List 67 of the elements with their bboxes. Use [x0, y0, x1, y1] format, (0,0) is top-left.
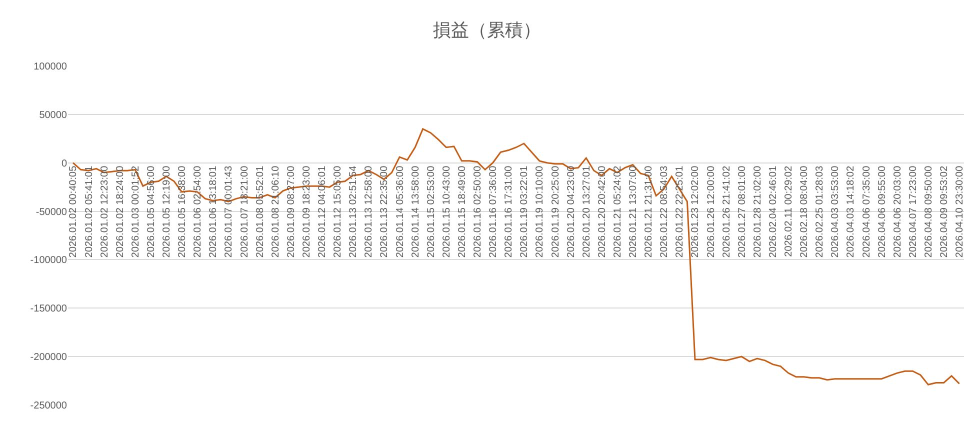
x-tick-label: 2026.01.21 13:07:00 — [628, 165, 640, 258]
x-tick-label: 2026.01.21 21:31:00 — [644, 165, 655, 258]
x-tick-label: 2026.04.06 07:35:00 — [861, 165, 872, 258]
x-tick-label: 2026.01.20 13:27:01 — [581, 165, 592, 258]
x-tick-label: 2026.04.06 20:03:00 — [892, 165, 904, 258]
x-tick-label: 2026.01.28 21:02:00 — [752, 165, 764, 258]
x-tick-label: 2026.01.26 12:00:00 — [706, 165, 717, 258]
x-tick-label: 2026.04.03 14:18:02 — [846, 165, 857, 258]
y-tick-label: 100000 — [34, 62, 68, 72]
x-tick-label: 2026.01.16 02:50:00 — [472, 165, 484, 258]
x-tick-label: 2026.01.06 13:18:01 — [208, 165, 220, 258]
x-tick-label: 2026.01.05 04:56:00 — [146, 165, 157, 258]
x-tick-label: 2026.04.03 03:53:00 — [830, 165, 842, 258]
x-tick-label: 2026.01.15 10:43:00 — [441, 165, 452, 258]
x-tick-label: 2026.01.05 12:19:00 — [162, 165, 173, 258]
x-tick-label: 2026.01.06 02:54:00 — [192, 165, 204, 258]
x-tick-label: 2026.02.25 01:28:03 — [814, 165, 826, 258]
x-tick-label: 2026.01.15 02:53:00 — [426, 165, 437, 258]
x-tick-label: 2026.01.02 00:40:05 — [68, 165, 80, 258]
x-tick-label: 2026.02.18 08:04:00 — [799, 165, 810, 258]
x-tick-label: 2026.01.13 22:35:00 — [379, 165, 390, 258]
x-tick-label: 2026.02.11 00:29:02 — [784, 165, 795, 257]
y-tick-label: 50000 — [39, 110, 68, 121]
x-tick-label: 2026.01.13 02:51:54 — [348, 165, 360, 258]
x-tick-label: 2026.01.19 20:25:00 — [550, 165, 562, 258]
x-tick-label: 2026.01.16 07:36:00 — [488, 165, 500, 258]
x-tick-label: 2026.01.02 18:24:00 — [114, 165, 126, 258]
x-tick-label: 2026.01.12 04:06:01 — [317, 165, 328, 258]
x-tick-label: 2026.01.20 20:42:00 — [596, 165, 608, 258]
y-tick-label: -200000 — [30, 352, 68, 364]
y-tick-label: -100000 — [30, 255, 68, 266]
x-tick-label: 2026.01.26 21:41:02 — [721, 165, 732, 258]
x-tick-label: 2026.01.03 00:01:52 — [130, 165, 142, 258]
x-tick-label: 2026.01.19 10:10:00 — [534, 165, 546, 258]
x-tick-label: 2026.01.15 18:49:00 — [456, 165, 468, 258]
y-tick-label: 0 — [61, 158, 68, 170]
x-tick-label: 2026.01.08 21:06:10 — [270, 165, 282, 258]
x-tick-label: 2026.01.20 04:23:00 — [566, 165, 577, 258]
x-tick-label: 2026.04.09 09:53:02 — [939, 165, 950, 258]
x-tick-label: 2026.01.07 00:01:43 — [224, 165, 235, 258]
x-tick-label: 2026.01.12 15:05:00 — [332, 165, 344, 258]
x-tick-label: 2026.01.09 18:23:00 — [301, 165, 312, 258]
x-tick-label: 2026.01.05 16:38:00 — [177, 165, 188, 258]
x-tick-label: 2026.01.27 08:01:00 — [736, 165, 748, 258]
x-tick-label: 2026.04.07 17:23:00 — [908, 165, 919, 258]
x-tick-label: 2026.01.16 17:31:00 — [504, 165, 515, 258]
x-tick-label: 2026.01.23 12:02:00 — [690, 165, 702, 258]
x-tick-label: 2026.01.14 05:36:00 — [394, 165, 406, 258]
x-tick-label: 2026.01.13 12:58:00 — [364, 165, 375, 258]
y-tick-label: -50000 — [36, 206, 68, 218]
chart-title: 損益（累積） — [433, 20, 541, 40]
y-tick-label: -150000 — [30, 304, 68, 315]
x-tick-label: 2026.01.22 08:54:03 — [659, 165, 670, 258]
x-tick-label: 2026.01.07 18:21:00 — [239, 165, 250, 258]
x-tick-label: 2026.01.09 08:27:00 — [286, 165, 297, 258]
x-tick-label: 2026.01.19 03:22:01 — [519, 165, 530, 258]
x-tick-label: 2026.01.21 05:24:02 — [612, 165, 624, 258]
x-tick-label: 2026.01.14 13:58:00 — [410, 165, 422, 258]
x-tick-label: 2026.01.02 05:41:01 — [84, 165, 95, 258]
x-tick-label: 2026.02.04 02:46:01 — [768, 165, 779, 258]
y-tick-label: -250000 — [30, 400, 68, 412]
x-tick-label: 2026.01.22 22:25:01 — [674, 165, 686, 258]
x-tick-label: 2026.04.10 23:30:00 — [954, 165, 966, 258]
x-tick-label: 2026.01.02 12:23:00 — [99, 165, 110, 258]
x-tick-label: 2026.04.06 09:55:00 — [876, 165, 888, 258]
x-tick-label: 2026.04.08 09:50:00 — [923, 165, 934, 258]
x-tick-label: 2026.01.08 05:52:01 — [254, 165, 266, 258]
